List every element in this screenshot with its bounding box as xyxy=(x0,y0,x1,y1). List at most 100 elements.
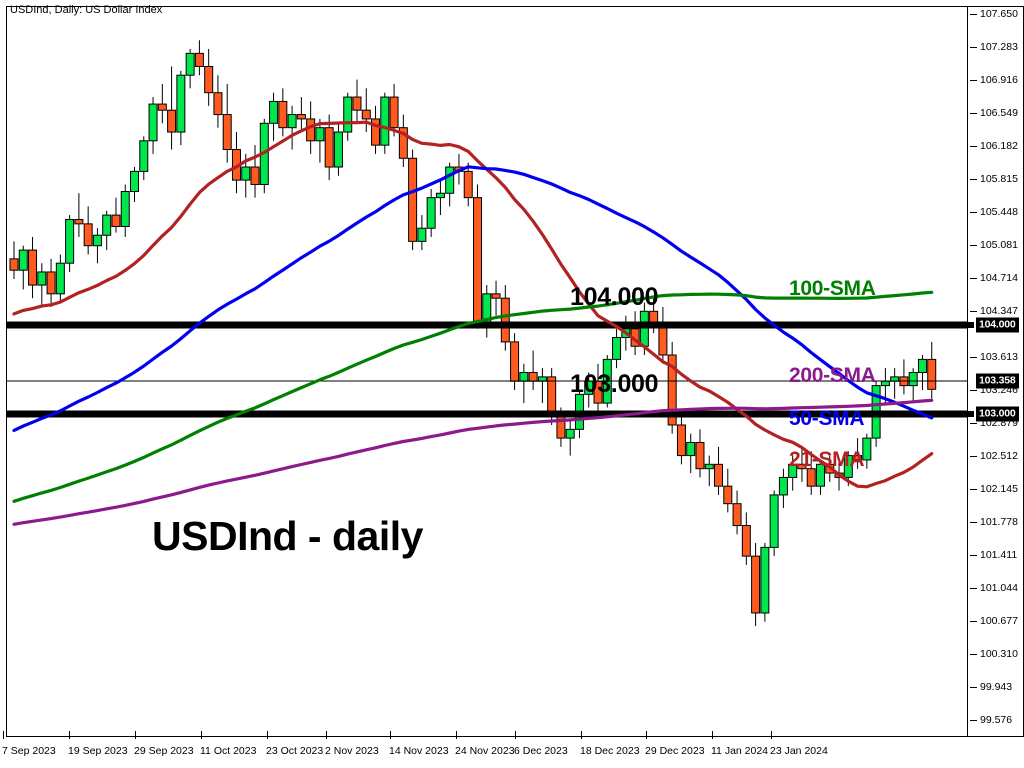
candle xyxy=(417,227,427,242)
candle xyxy=(769,494,779,548)
candle xyxy=(612,337,622,360)
candle xyxy=(120,191,130,227)
candle xyxy=(473,197,482,325)
date-axis-label: 24 Nov 2023 xyxy=(455,745,515,757)
date-tick xyxy=(515,731,516,739)
axis-tick xyxy=(970,720,977,721)
candle xyxy=(83,223,93,247)
price-tick-label: 99.943 xyxy=(980,681,1013,693)
candle xyxy=(426,197,436,229)
price-tick-label: 105.815 xyxy=(980,173,1018,185)
price-tick-label: 103.613 xyxy=(980,351,1018,363)
axis-tick xyxy=(970,390,977,391)
axis-tick xyxy=(970,146,977,147)
candle xyxy=(315,127,325,142)
axis-tick xyxy=(970,588,977,589)
date-tick xyxy=(581,731,582,739)
date-axis-label: 29 Dec 2023 xyxy=(645,745,705,757)
axis-tick xyxy=(970,80,977,81)
legend-sma-100: 100-SMA xyxy=(789,277,876,300)
price-label-104: 104.000 xyxy=(976,317,1019,333)
candle xyxy=(667,354,677,426)
axis-tick xyxy=(970,687,977,688)
axis-tick xyxy=(970,179,977,180)
candle xyxy=(250,166,260,186)
price-tick-label: 102.512 xyxy=(980,450,1018,462)
price-axis-frame xyxy=(968,6,1024,737)
axis-tick xyxy=(970,555,977,556)
sma-line-21-sma xyxy=(12,120,934,489)
axis-tick xyxy=(970,423,977,424)
annotation-level-104: 104.000 xyxy=(570,283,659,311)
candle xyxy=(157,103,167,111)
date-axis-label: 18 Dec 2023 xyxy=(580,745,640,757)
candle xyxy=(695,441,705,470)
date-tick xyxy=(771,731,772,739)
plot-area-frame xyxy=(6,6,968,737)
axis-tick xyxy=(970,278,977,279)
candle xyxy=(55,262,65,295)
price-tick-label: 101.411 xyxy=(980,549,1018,561)
axis-tick xyxy=(970,489,977,490)
price-tick-label: 107.650 xyxy=(980,8,1018,20)
axis-tick xyxy=(970,311,977,312)
date-tick xyxy=(135,731,136,739)
candle xyxy=(213,92,223,116)
candle xyxy=(806,468,816,487)
candle xyxy=(371,118,381,146)
candle xyxy=(463,170,473,199)
candle xyxy=(9,258,19,271)
candle xyxy=(917,358,927,374)
date-axis-label: 19 Sep 2023 xyxy=(68,745,128,757)
candle xyxy=(797,463,807,470)
date-axis-label: 23 Oct 2023 xyxy=(266,745,324,757)
candle xyxy=(565,428,575,439)
candle xyxy=(639,310,649,347)
candle xyxy=(74,218,84,225)
candle xyxy=(528,372,538,382)
date-axis-label: 29 Sep 2023 xyxy=(134,745,194,757)
candle xyxy=(306,118,316,142)
date-axis-label: 7 Sep 2023 xyxy=(2,745,56,757)
candle xyxy=(102,214,112,236)
candle xyxy=(296,114,306,120)
date-axis-label: 14 Nov 2023 xyxy=(389,745,449,757)
candle xyxy=(714,463,724,487)
annotation-level-103: 103.000 xyxy=(570,370,659,398)
price-tick-label: 106.182 xyxy=(980,140,1018,152)
candle xyxy=(741,525,751,557)
candle xyxy=(92,234,102,247)
candle xyxy=(491,293,501,299)
candle xyxy=(111,214,121,227)
candle xyxy=(139,140,149,172)
date-tick xyxy=(456,731,457,739)
date-axis-label: 6 Dec 2023 xyxy=(514,745,568,757)
price-tick-label: 102.145 xyxy=(980,483,1018,495)
date-axis-label: 11 Jan 2024 xyxy=(711,745,769,757)
candle xyxy=(927,358,937,390)
legend-sma-200: 200-SMA xyxy=(789,364,876,387)
axis-tick xyxy=(970,621,977,622)
candle xyxy=(352,96,362,111)
date-tick xyxy=(390,731,391,739)
date-tick xyxy=(712,731,713,739)
candle xyxy=(445,166,455,194)
price-level-lines xyxy=(7,321,967,418)
candlestick-series xyxy=(9,40,937,627)
candle xyxy=(343,96,353,133)
candle xyxy=(519,372,529,382)
candle xyxy=(723,485,733,505)
candle xyxy=(324,127,334,168)
candle xyxy=(185,52,195,76)
date-tick xyxy=(69,731,70,739)
axis-tick xyxy=(970,357,977,358)
candle xyxy=(676,424,686,457)
axis-price-marker xyxy=(956,322,974,328)
axis-tick xyxy=(970,522,977,523)
date-axis-label: 11 Oct 2023 xyxy=(200,745,257,757)
candle xyxy=(222,114,232,151)
candle xyxy=(398,127,408,159)
candle xyxy=(778,476,788,496)
axis-tick xyxy=(970,245,977,246)
